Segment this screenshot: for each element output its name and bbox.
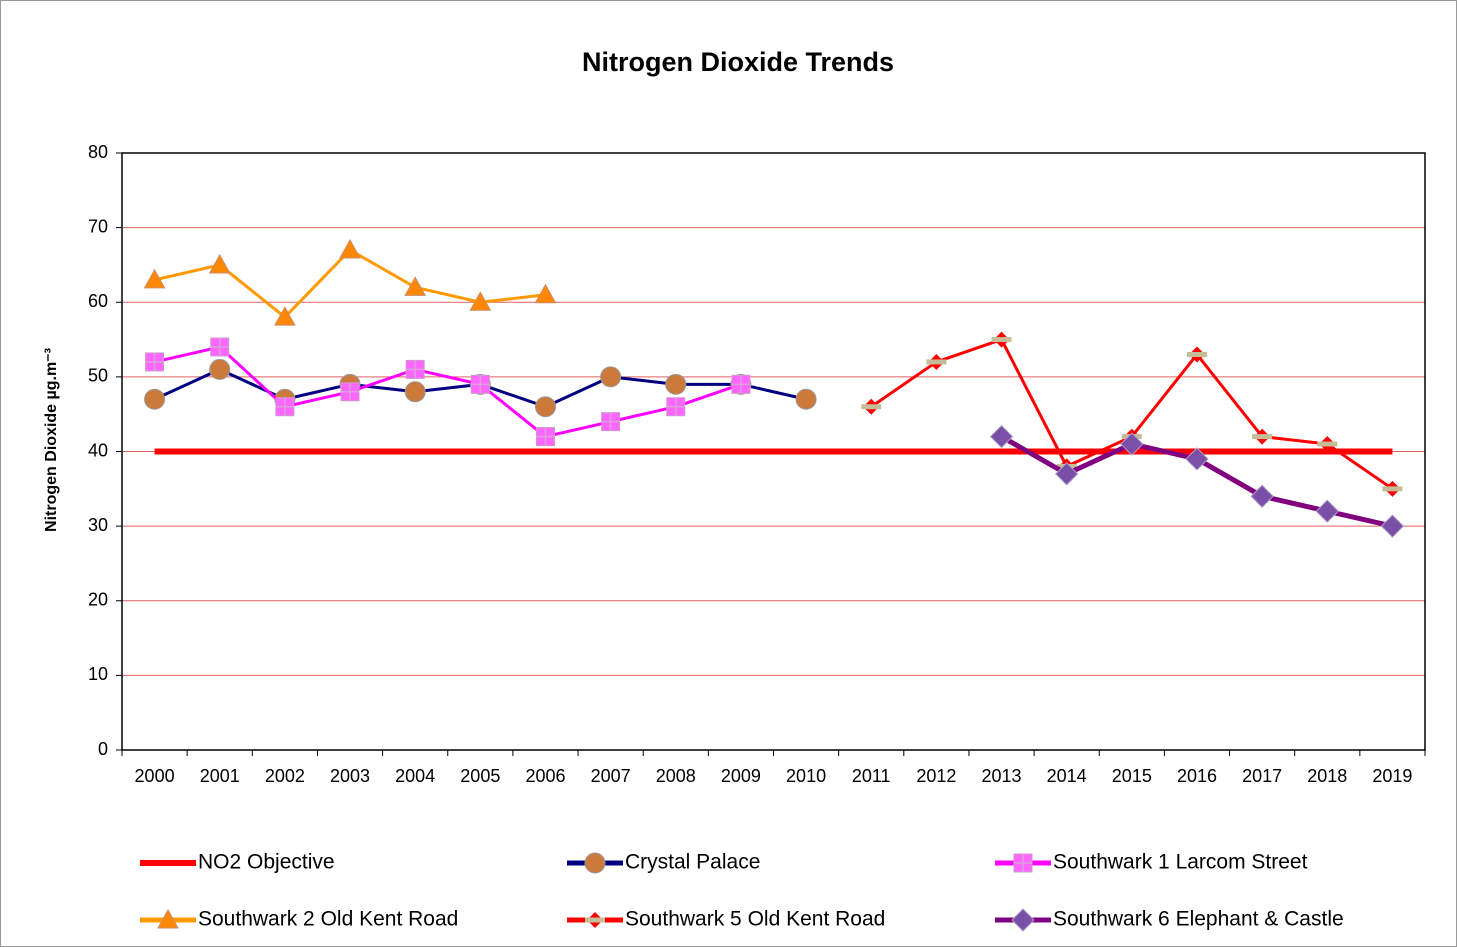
plot-frame: [121, 152, 1426, 751]
marker: [1250, 484, 1274, 508]
y-tick-label: 40: [88, 440, 108, 460]
x-tick-label: 2016: [1177, 766, 1217, 786]
marker: [600, 366, 622, 388]
legend-label: Southwark 5 Old Kent Road: [625, 908, 885, 931]
legend-label: Southwark 1 Larcom Street: [1053, 851, 1308, 874]
x-tick-label: 2002: [265, 766, 305, 786]
marker-cross: [210, 338, 229, 357]
marker: [1382, 486, 1403, 492]
marker-cross: [536, 427, 555, 446]
marker: [989, 424, 1014, 449]
y-tick-label: 60: [88, 291, 108, 311]
legend-label: Southwark 6 Elephant & Castle: [1053, 908, 1344, 931]
y-tick-label: 10: [88, 664, 108, 684]
x-tick-label: 2017: [1242, 766, 1282, 786]
marker: [209, 358, 231, 380]
marker: [795, 388, 817, 410]
x-tick-label: 2019: [1372, 766, 1412, 786]
y-tick-label: 50: [88, 366, 108, 386]
marker-cross: [145, 352, 164, 371]
x-tick-label: 2009: [721, 766, 761, 786]
marker: [1120, 432, 1144, 456]
marker: [584, 852, 606, 874]
marker: [469, 291, 492, 311]
y-tick-label: 70: [88, 216, 108, 236]
x-tick-label: 2000: [135, 766, 175, 786]
y-axis-label: Nitrogen Dioxide µg.m⁻³: [43, 348, 60, 532]
x-tick-label: 2015: [1112, 766, 1152, 786]
y-tick-label: 20: [88, 590, 108, 610]
x-tick-label: 2008: [656, 766, 696, 786]
marker: [534, 283, 557, 304]
marker-cross: [666, 397, 685, 416]
marker-cross: [601, 412, 620, 431]
y-tick-label: 0: [98, 739, 108, 759]
marker: [143, 268, 166, 289]
legend-label: Southwark 2 Old Kent Road: [198, 908, 458, 931]
marker: [157, 908, 179, 929]
x-tick-label: 2004: [395, 766, 435, 786]
marker: [144, 388, 166, 410]
x-tick-label: 2013: [982, 766, 1022, 786]
y-tick-label: 30: [88, 515, 108, 535]
x-tick-label: 2014: [1047, 766, 1087, 786]
y-tick-label: 80: [88, 142, 108, 162]
marker: [1315, 499, 1339, 523]
marker: [1186, 351, 1207, 357]
x-tick-label: 2010: [786, 766, 826, 786]
marker: [1317, 441, 1338, 447]
marker: [1054, 462, 1079, 486]
series-line: [154, 345, 742, 439]
marker: [991, 337, 1012, 343]
legend-label: Crystal Palace: [625, 851, 760, 874]
marker: [585, 917, 605, 923]
marker: [861, 404, 882, 410]
marker-cross: [406, 360, 425, 379]
marker-cross: [471, 375, 490, 394]
marker: [665, 373, 687, 395]
chart-title: Nitrogen Dioxide Trends: [582, 47, 894, 77]
x-tick-label: 2012: [916, 766, 956, 786]
marker: [926, 359, 947, 365]
x-tick-label: 2005: [460, 766, 500, 786]
x-tick-label: 2006: [525, 766, 565, 786]
marker: [404, 276, 427, 296]
x-tick-label: 2007: [591, 766, 631, 786]
marker: [534, 396, 556, 418]
marker: [404, 381, 426, 403]
x-tick-label: 2003: [330, 766, 370, 786]
x-tick-label: 2011: [852, 766, 891, 786]
marker: [274, 306, 296, 326]
marker-cross: [731, 375, 750, 394]
marker: [1185, 447, 1209, 471]
marker-cross: [341, 382, 360, 401]
legend-label: NO2 Objective: [198, 851, 335, 874]
marker-cross: [1014, 854, 1032, 872]
marker: [339, 238, 361, 259]
marker: [1252, 434, 1273, 440]
x-tick-label: 2001: [200, 766, 240, 786]
marker: [1380, 514, 1405, 538]
x-tick-label: 2018: [1307, 766, 1347, 786]
marker-cross: [275, 397, 294, 416]
marker: [208, 253, 231, 274]
marker: [1011, 908, 1035, 932]
